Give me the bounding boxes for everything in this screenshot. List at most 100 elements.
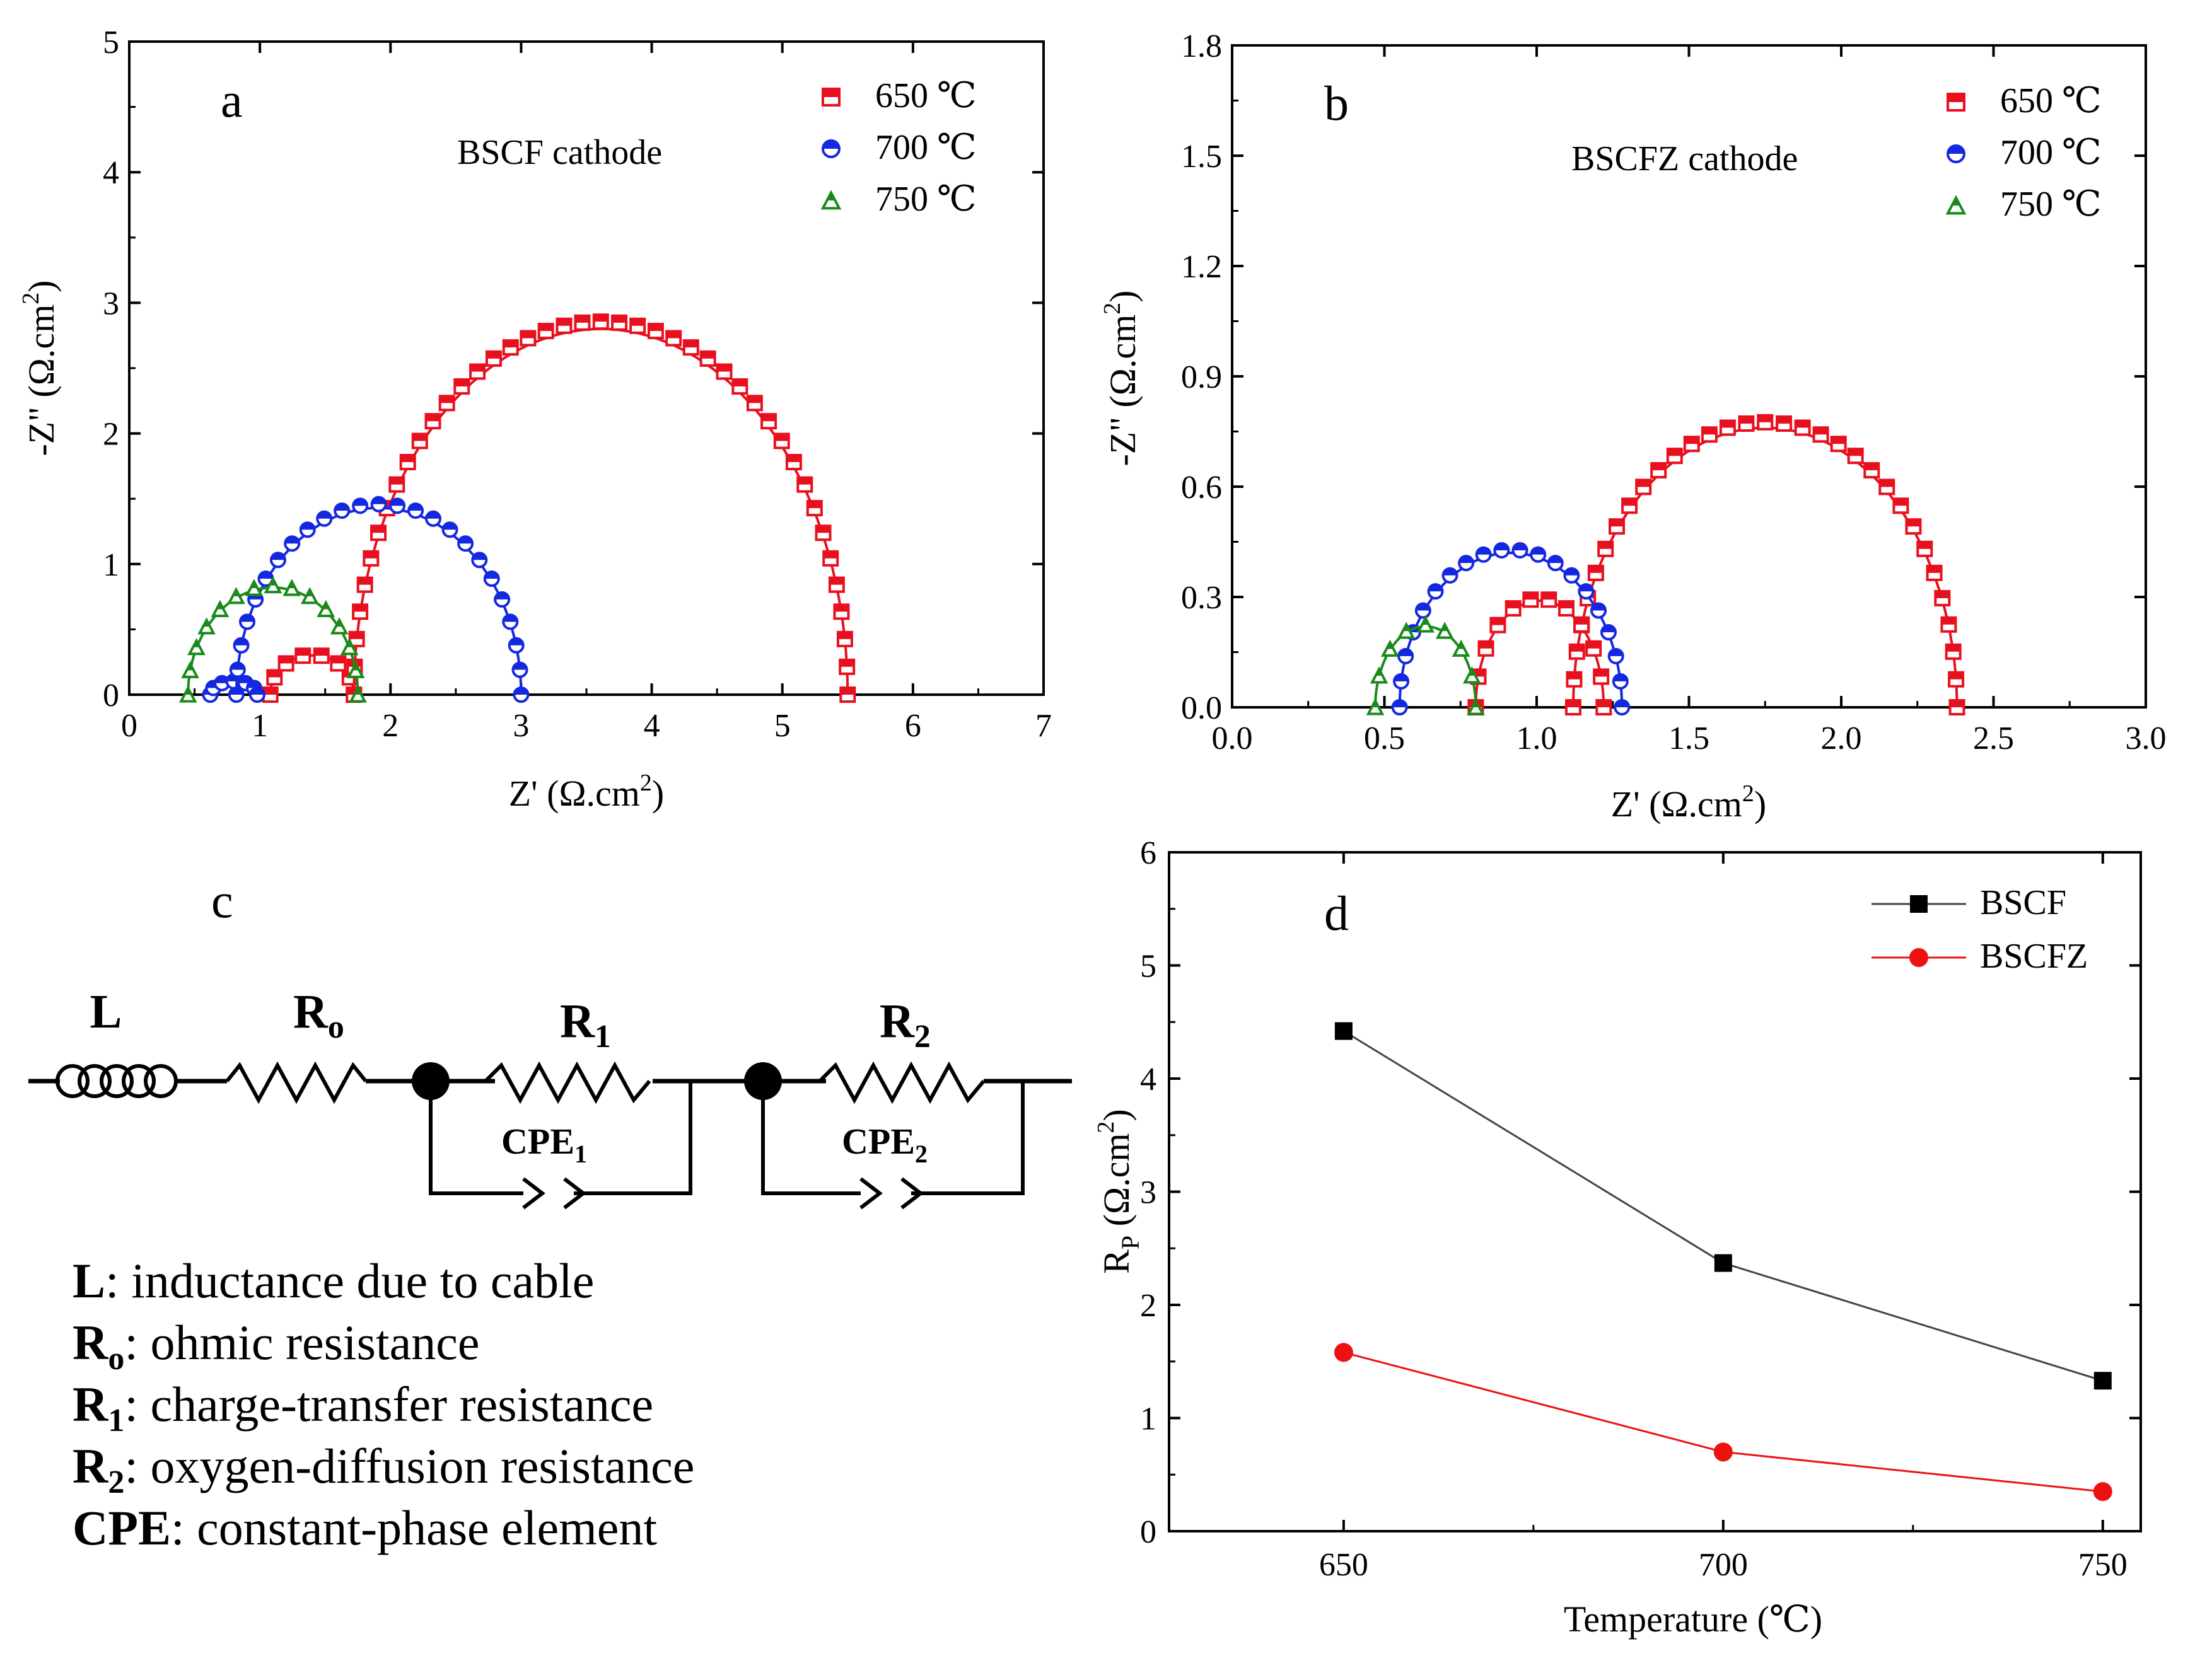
data-point-half <box>296 649 310 656</box>
data-point-half <box>216 603 224 610</box>
series-bscf <box>1334 1022 2112 1390</box>
data-point-half <box>1479 641 1493 649</box>
legend-entry: R1: charge-transfer resistance <box>73 1377 653 1439</box>
data-point-half <box>1622 499 1637 506</box>
data-point-half <box>426 511 441 519</box>
x-tick-label: 0.5 <box>1364 721 1405 756</box>
panel-a-annotation: BSCF cathode <box>457 133 662 172</box>
data-point-half <box>837 632 852 639</box>
panel-b-x-axis-title: Z' (Ω.cm2) <box>1611 780 1766 825</box>
series-0 <box>1467 414 1965 715</box>
panel-a-y-axis-title-text: -Z" (Ω.cm <box>21 304 62 456</box>
data-point-half <box>455 379 469 387</box>
data-point-half <box>1569 644 1584 652</box>
data-point-half <box>358 577 372 585</box>
data-point-half <box>1402 624 1410 632</box>
data-point-half <box>390 477 404 485</box>
x-tick-label: 3 <box>513 708 529 744</box>
resistor-ro-symbol <box>225 1061 368 1104</box>
data-point-half <box>300 523 315 530</box>
x-tick-label: 750 <box>2078 1547 2128 1583</box>
data-point-half <box>472 553 487 560</box>
data-point-half <box>717 364 731 372</box>
panel-d-y-axis-title-sub: P <box>1116 1236 1144 1249</box>
data-point-half <box>1491 618 1505 625</box>
data-point-half <box>288 581 296 589</box>
data-point-half <box>285 536 300 544</box>
legend-label: 700 ℃ <box>875 128 977 167</box>
data-point-half <box>667 331 681 339</box>
circuit-label-r1-sub: 1 <box>595 1019 611 1055</box>
data-point-half <box>1848 449 1863 456</box>
data-point-half <box>215 676 230 683</box>
panel-b-x-axis-title-sup: 2 <box>1742 780 1754 807</box>
data-point-half <box>353 605 368 612</box>
data-point-half <box>335 620 343 627</box>
panel-a-y-axis-title-sup: 2 <box>18 292 44 304</box>
legend-description: : charge-transfer resistance <box>124 1377 653 1432</box>
data-point-half <box>371 526 386 533</box>
data-point-half <box>1636 480 1651 487</box>
legend-symbol: R <box>73 1377 109 1432</box>
data-point-half <box>1592 603 1606 611</box>
data-point-half <box>648 324 663 332</box>
legend-label: 750 ℃ <box>2000 185 2102 224</box>
y-tick-label: 0.6 <box>1181 470 1222 506</box>
data-point-half <box>503 340 518 348</box>
panel-d-legend: BSCF BSCFZ <box>1871 883 2088 976</box>
data-point-half <box>1684 437 1699 444</box>
data-point-half <box>1559 601 1573 609</box>
legend-symbol: R <box>73 1439 109 1493</box>
data-point-half <box>733 379 747 387</box>
x-tick-label: 4 <box>644 708 660 744</box>
circuit-label-r2-sub: 2 <box>914 1019 931 1055</box>
panel-d-chart: 650 700 750 0 1 2 3 4 5 6 d Temperature (℃) RP (Ω… <box>1093 835 2142 1640</box>
y-tick-label: 3 <box>1140 1175 1156 1211</box>
data-point-half <box>371 497 386 504</box>
data-point-half <box>1476 547 1491 555</box>
x-tick-label: 6 <box>905 708 921 744</box>
y-tick-label: 5 <box>1140 949 1156 985</box>
data-point-half <box>1422 618 1429 625</box>
legend-entry: L: inductance due to cable <box>73 1253 594 1308</box>
legend-marker <box>1910 895 1928 913</box>
circuit-label-r2: R2 <box>880 995 931 1055</box>
legend-description: : inductance due to cable <box>105 1253 594 1308</box>
circuit-label-r1: R1 <box>560 995 611 1055</box>
data-point <box>1713 1442 1733 1462</box>
circuit-label-r2-main: R <box>880 995 915 1048</box>
data-point-half <box>1567 672 1581 680</box>
data-point-half <box>193 640 201 647</box>
data-point-half <box>593 315 608 322</box>
y-tick-label: 2 <box>103 417 119 453</box>
data-point-half <box>1548 556 1563 564</box>
panel-d-data-layer <box>1334 1022 2112 1502</box>
data-point-half <box>1601 625 1615 633</box>
y-tick-label: 0 <box>1140 1514 1156 1550</box>
circuit-label-cpe2: CPE2 <box>842 1121 928 1168</box>
data-point-half <box>353 499 368 506</box>
panel-b-y-axis-title: -Z" (Ω.cm2) <box>1099 290 1143 466</box>
data-point-half <box>349 632 364 639</box>
data-point-half <box>335 504 349 511</box>
data-point-half <box>762 414 776 422</box>
data-point-half <box>786 455 801 463</box>
series-2 <box>178 576 367 703</box>
data-point <box>1334 1343 1353 1362</box>
panel-b-data-layer <box>1366 414 1965 715</box>
data-point-half <box>347 688 361 695</box>
y-tick-label: 1 <box>1140 1401 1156 1437</box>
resistor-r1-symbol <box>484 1061 651 1104</box>
circuit-label-cpe2-main: CPE <box>842 1121 915 1162</box>
legend-symbol: L <box>73 1253 105 1308</box>
panel-b-x-axis-title-close: ) <box>1754 784 1766 825</box>
legend-label: 700 ℃ <box>2000 133 2102 172</box>
data-point <box>1397 622 1416 639</box>
legend-label: 650 ℃ <box>875 76 977 115</box>
inductor-coil <box>55 1064 90 1098</box>
data-point-half <box>612 315 627 323</box>
data-point-half <box>495 592 509 599</box>
data-point-half <box>1880 480 1894 487</box>
cpe1-symbol <box>522 1177 545 1210</box>
data-point-half <box>364 551 378 559</box>
